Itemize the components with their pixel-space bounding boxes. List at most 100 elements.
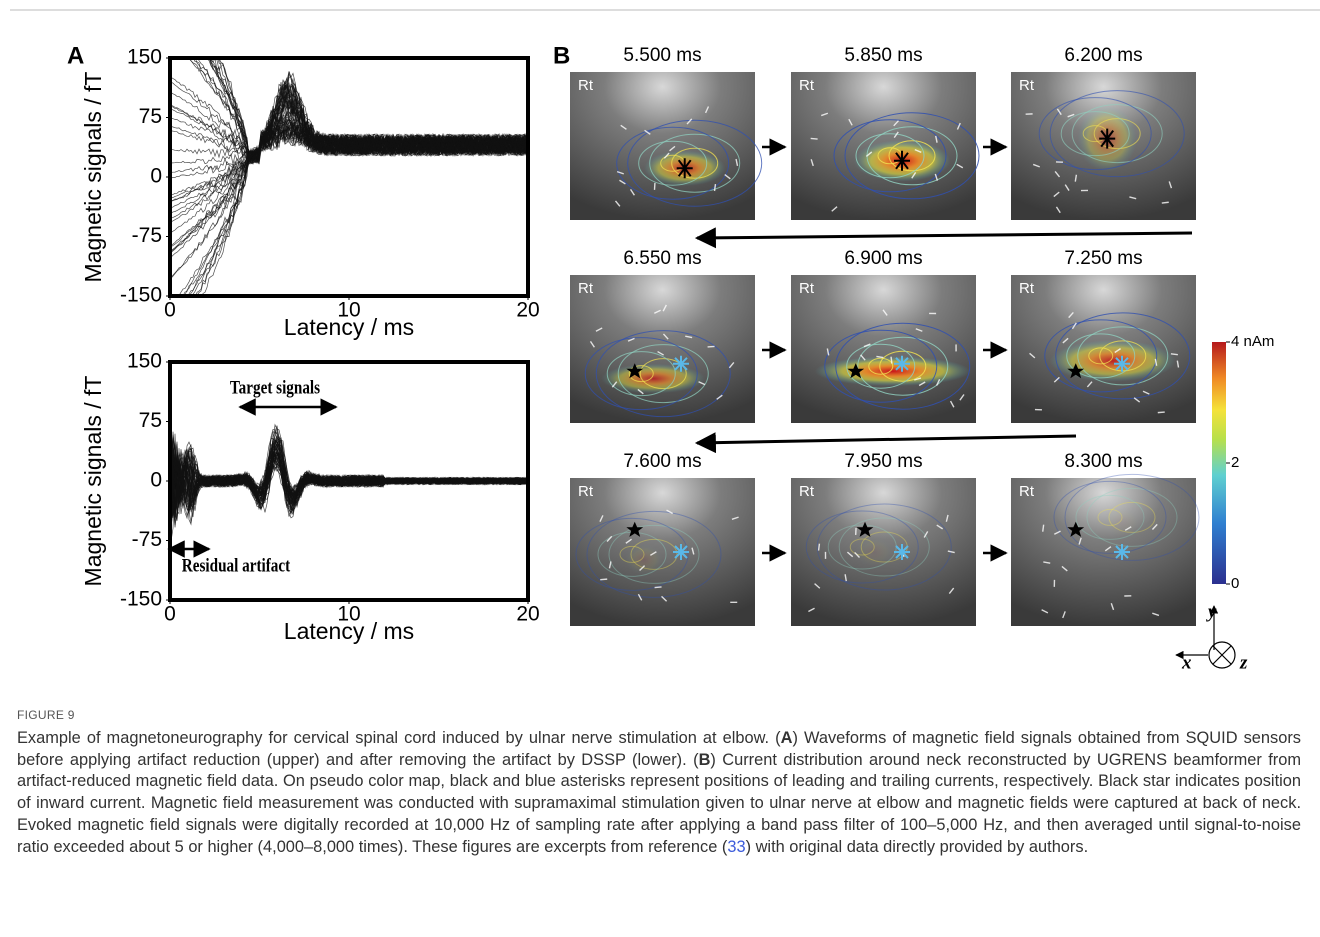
- contour: [1044, 319, 1158, 393]
- trailing-current: [894, 544, 910, 560]
- contour: [855, 133, 925, 179]
- vector: [1053, 376, 1060, 383]
- trailing-current: [1114, 355, 1130, 372]
- contour: [1066, 333, 1136, 379]
- vector: [914, 148, 922, 153]
- waveform: [170, 423, 528, 512]
- vector: [657, 350, 664, 356]
- colorbar: [1212, 342, 1226, 584]
- vector: [923, 531, 929, 538]
- vector: [1071, 322, 1077, 330]
- caption-segment: B: [698, 750, 711, 769]
- field-map: Rt 7.950 ms: [791, 451, 1008, 626]
- inward-current: [1067, 521, 1085, 537]
- vector: [716, 394, 723, 400]
- time-label: 6.200 ms: [1064, 45, 1142, 66]
- vector: [724, 174, 731, 180]
- contour: [1097, 508, 1123, 526]
- vector: [817, 543, 821, 551]
- vector: [698, 381, 706, 386]
- vector: [654, 586, 662, 589]
- vector: [728, 362, 735, 369]
- side-label: Rt: [578, 483, 594, 500]
- vector: [1176, 360, 1180, 368]
- side-label: Rt: [799, 483, 815, 500]
- vector: [644, 129, 651, 135]
- vector: [810, 159, 814, 167]
- contour: [835, 322, 971, 410]
- y-axis-label: Magnetic signals / fT: [80, 376, 106, 587]
- contour: [849, 538, 875, 556]
- contour: [619, 545, 645, 563]
- vector: [639, 565, 646, 571]
- vector: [890, 356, 893, 364]
- side-label: Rt: [799, 280, 815, 297]
- vector: [669, 145, 676, 152]
- flow-arrow: [694, 227, 1193, 249]
- vector: [1053, 530, 1061, 535]
- vector: [1157, 411, 1165, 414]
- map-image: [570, 275, 755, 423]
- vector: [616, 170, 624, 175]
- field-map: Rt 6.550 ms: [570, 248, 787, 423]
- vector: [831, 206, 838, 212]
- waveform: [170, 441, 528, 507]
- vector: [614, 200, 621, 207]
- map-image: [1011, 478, 1196, 626]
- time-label: 6.550 ms: [623, 248, 701, 269]
- vector: [625, 538, 632, 544]
- vector: [666, 509, 674, 515]
- vector: [947, 550, 955, 554]
- vector: [608, 561, 612, 569]
- map-image: [791, 275, 976, 423]
- time-label: 6.900 ms: [844, 248, 922, 269]
- caption-segment: ) Waveforms of magnetic field signals ob…: [17, 729, 1301, 769]
- waveform: [170, 449, 528, 527]
- vector: [637, 593, 643, 601]
- vector: [826, 348, 830, 356]
- field-map: Rt 5.500 ms: [570, 45, 787, 220]
- vector: [808, 607, 815, 613]
- vector: [1064, 184, 1070, 191]
- vector: [691, 547, 695, 555]
- map-image: [570, 478, 755, 626]
- contour: [606, 351, 676, 397]
- vector: [945, 514, 949, 522]
- field-map: Rt 7.250 ms: [1011, 248, 1196, 423]
- waveform: [170, 437, 528, 510]
- inward-current: [1067, 363, 1085, 379]
- trailing-current: [894, 355, 910, 372]
- vector: [629, 188, 635, 196]
- vector: [1043, 561, 1051, 564]
- vector: [1154, 358, 1158, 366]
- side-label: Rt: [578, 77, 594, 94]
- contour: [1055, 312, 1191, 400]
- x-axis-label: Latency / ms: [284, 314, 414, 340]
- current-blob: [855, 537, 893, 567]
- contour: [857, 336, 949, 396]
- x-tick-label: 20: [516, 299, 539, 322]
- y-tick-label: -75: [132, 528, 162, 551]
- vector: [820, 112, 829, 117]
- reference-link[interactable]: 33: [727, 837, 746, 856]
- y-tick-label: -150: [120, 284, 162, 307]
- field-map: Rt 8.300 ms: [1011, 451, 1200, 626]
- vector: [619, 179, 626, 185]
- contour: [805, 510, 919, 584]
- contour: [616, 126, 730, 200]
- vector: [948, 587, 955, 594]
- vector: [893, 131, 899, 139]
- vector: [1041, 609, 1049, 614]
- vector: [810, 137, 818, 140]
- waveform: [170, 428, 528, 504]
- contour: [586, 510, 722, 598]
- contour: [824, 329, 938, 403]
- vector: [865, 151, 873, 157]
- vector: [1124, 526, 1132, 531]
- contour: [1060, 111, 1130, 157]
- contour: [630, 538, 678, 570]
- vector: [1086, 381, 1093, 388]
- side-label: Rt: [799, 77, 815, 94]
